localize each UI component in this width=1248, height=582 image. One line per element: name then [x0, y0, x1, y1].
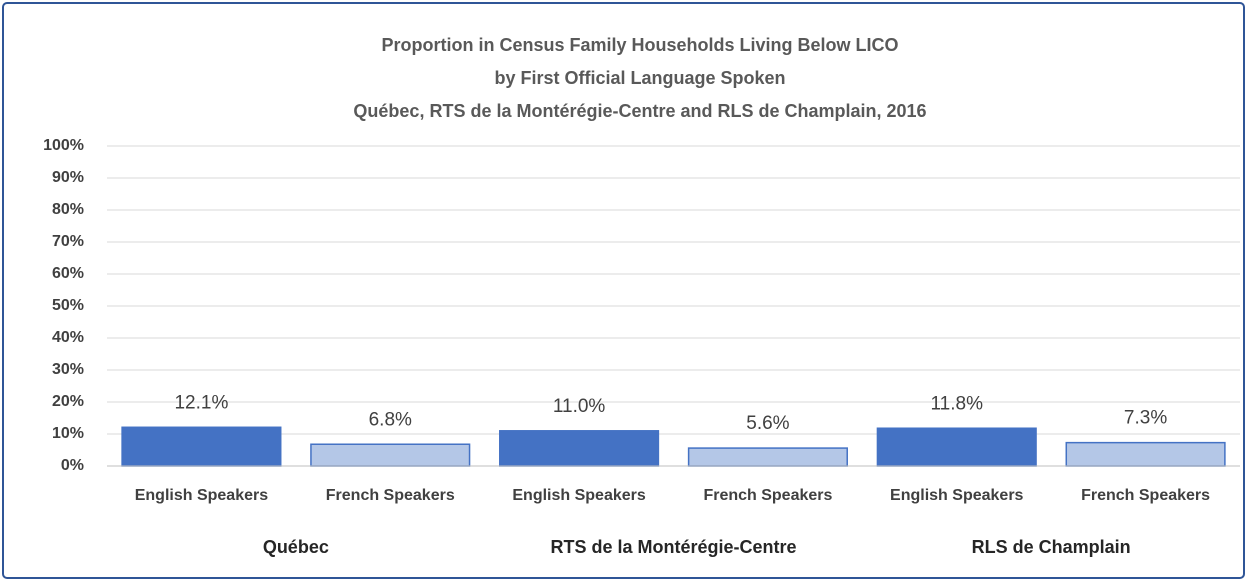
group-label: RTS de la Montérégie-Centre — [550, 537, 796, 557]
y-tick-label: 90% — [52, 169, 84, 186]
y-tick-label: 100% — [43, 137, 84, 154]
chart-title: by First Official Language Spoken — [494, 68, 785, 88]
y-tick-label: 70% — [52, 233, 84, 250]
chart-title: Proportion in Census Family Households L… — [381, 35, 898, 55]
y-tick-label: 30% — [52, 361, 84, 378]
y-tick-label: 60% — [52, 265, 84, 282]
bar — [121, 426, 282, 467]
group-label: RLS de Champlain — [972, 537, 1131, 557]
bar — [499, 430, 660, 467]
bar — [687, 447, 848, 467]
data-label: 6.8% — [369, 409, 412, 430]
x-tick-label: English Speakers — [135, 487, 268, 504]
x-tick-label: French Speakers — [326, 487, 455, 504]
y-tick-label: 10% — [52, 425, 84, 442]
bar — [1065, 441, 1226, 467]
x-tick-label: French Speakers — [703, 487, 832, 504]
bar — [876, 427, 1037, 467]
chart-title: Québec, RTS de la Montérégie-Centre and … — [353, 101, 926, 121]
y-tick-label: 80% — [52, 201, 84, 218]
bar — [310, 443, 471, 467]
y-tick-label: 40% — [52, 329, 84, 346]
y-tick-label: 20% — [52, 393, 84, 410]
data-label: 11.0% — [553, 396, 606, 417]
x-tick-label: French Speakers — [1081, 487, 1210, 504]
y-tick-label: 50% — [52, 297, 84, 314]
group-label: Québec — [263, 537, 329, 557]
data-label: 7.3% — [1124, 408, 1167, 429]
x-tick-label: English Speakers — [512, 487, 645, 504]
data-label: 11.8% — [931, 393, 984, 414]
y-tick-label: 0% — [61, 457, 84, 474]
x-tick-label: English Speakers — [890, 487, 1023, 504]
data-label: 5.6% — [746, 413, 789, 434]
data-label: 12.1% — [174, 392, 228, 413]
